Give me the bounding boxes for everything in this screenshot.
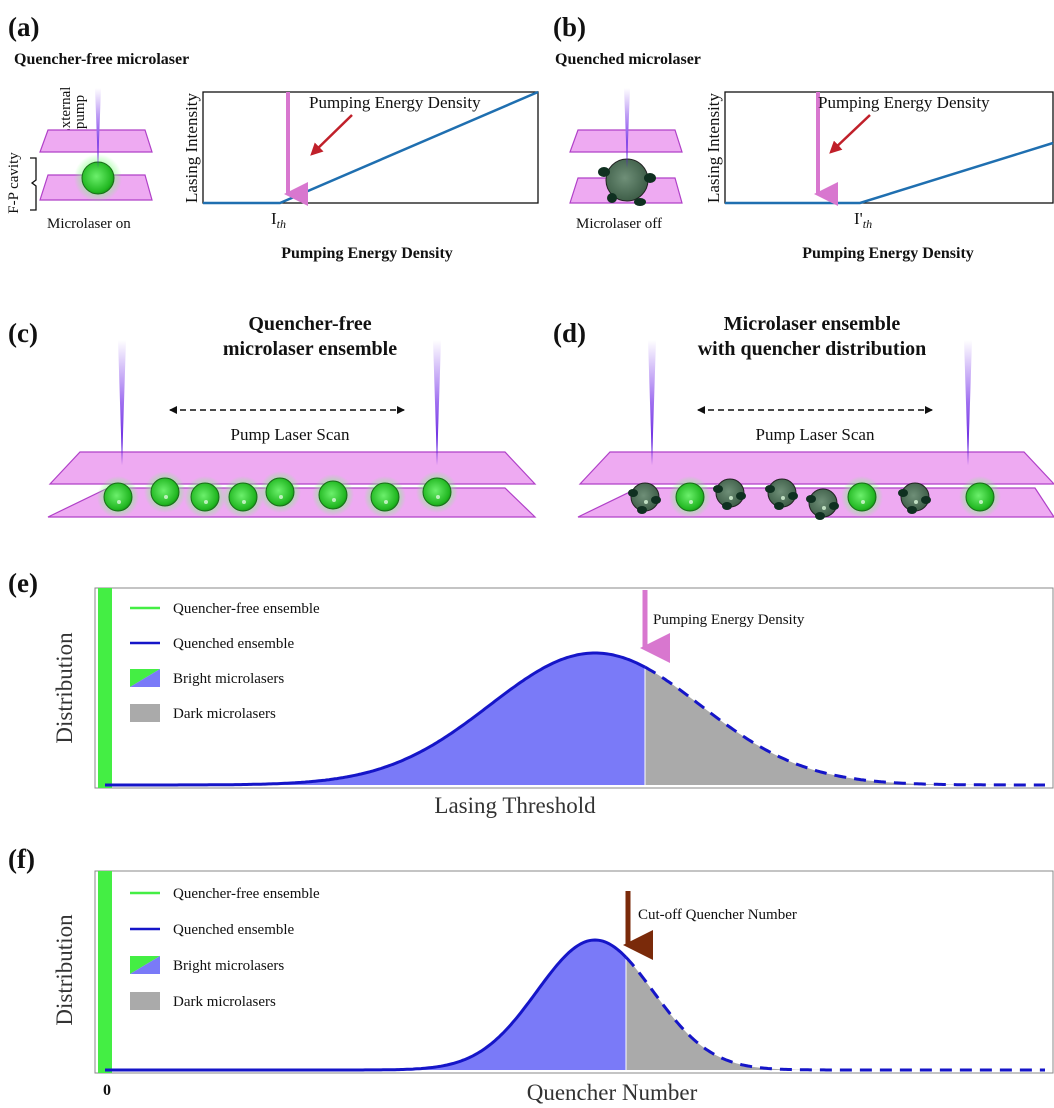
quencher [736, 492, 746, 500]
microlaser [319, 481, 347, 509]
microlaser [191, 483, 219, 511]
x-label: Quencher Number [527, 1080, 698, 1105]
x-label: Lasing Threshold [434, 793, 596, 818]
legend-label: Bright microlasers [173, 958, 284, 974]
legend-label: Quencher-free ensemble [173, 886, 320, 902]
panel-label: (c) [8, 318, 38, 348]
legend-label: Dark microlasers [173, 994, 276, 1010]
highlight [332, 498, 336, 502]
annotation: Cut-off Quencher Number [638, 907, 797, 923]
highlight [164, 495, 168, 499]
panel-label: (f) [8, 844, 35, 874]
quencher [788, 492, 798, 500]
pump-beam [433, 340, 441, 465]
quencher [907, 506, 917, 514]
quencher [898, 489, 908, 497]
highlight [979, 500, 983, 504]
highlight [204, 500, 208, 504]
legend-label: Dark microlasers [173, 706, 276, 722]
y-label: Lasing Intensity [704, 92, 723, 203]
panel-label: (b) [553, 12, 586, 42]
origin-label: 0 [103, 1082, 111, 1099]
dark-area [626, 957, 1040, 1070]
microlaser [151, 478, 179, 506]
microlaser [266, 478, 294, 506]
annotation: Pumping Energy Density [309, 93, 481, 112]
highlight [781, 496, 785, 500]
quencher-free-bar [98, 588, 112, 788]
y-label: Lasing Intensity [182, 92, 201, 203]
legend-swatch [130, 992, 160, 1010]
pointer-arrow [831, 115, 870, 152]
quencher [774, 502, 784, 510]
microlaser [371, 483, 399, 511]
cavity-label: F-P cavity [6, 152, 22, 214]
lasing-curve [725, 143, 1053, 203]
panel-label: (e) [8, 568, 38, 598]
threshold-label: Ith [271, 209, 286, 231]
quencher [815, 512, 825, 520]
scan-label: Pump Laser Scan [756, 425, 875, 444]
quencher [921, 496, 931, 504]
quencher [713, 485, 723, 493]
quencher [806, 495, 816, 503]
annotation: Pumping Energy Density [818, 93, 990, 112]
highlight [436, 495, 440, 499]
x-label: Pumping Energy Density [281, 245, 453, 262]
microlaser [966, 483, 994, 511]
panel-label: (d) [553, 318, 586, 348]
threshold-label: I'th [854, 209, 872, 231]
microlaser [676, 483, 704, 511]
pump-beam [648, 340, 656, 465]
highlight [242, 500, 246, 504]
highlight [279, 495, 283, 499]
highlight [861, 500, 865, 504]
dark-area [645, 667, 1040, 785]
quencher [628, 489, 638, 497]
annotation: Pumping Energy Density [653, 612, 805, 628]
figure: (a) Quencher-free microlaser Externalpum… [0, 0, 1054, 1108]
quencher [651, 496, 661, 504]
quencher [637, 506, 647, 514]
legend-label: Quenched ensemble [173, 636, 295, 652]
legend-swatch [130, 704, 160, 722]
quencher-free-bar [98, 871, 112, 1073]
highlight [729, 496, 733, 500]
legend-label: Quenched ensemble [173, 922, 295, 938]
x-label: Pumping Energy Density [802, 245, 974, 262]
highlight [384, 500, 388, 504]
legend-label: Bright microlasers [173, 671, 284, 687]
distribution-plot: Quencher-free ensemble Quenched ensemble B… [95, 588, 1053, 788]
state-label: Microlaser off [576, 216, 662, 232]
pump-beam [118, 340, 126, 465]
legend-label: Quencher-free ensemble [173, 601, 320, 617]
highlight [914, 500, 918, 504]
panel-title: Quenched microlaser [555, 51, 701, 68]
pointer-arrow [312, 115, 352, 154]
highlight [689, 500, 693, 504]
quencher [829, 502, 839, 510]
microlaser [104, 483, 132, 511]
y-label: Distribution [52, 632, 77, 744]
highlight [644, 500, 648, 504]
pump-beam [964, 340, 972, 465]
state-label: Microlaser on [47, 216, 131, 232]
y-label: Distribution [52, 914, 77, 1026]
quencher [722, 502, 732, 510]
highlight [822, 506, 826, 510]
panel-label: (a) [8, 12, 39, 42]
bracket [30, 158, 36, 210]
panel-title: Quencher-free microlaser [14, 51, 189, 68]
pump-beam [624, 88, 630, 168]
microlaser [229, 483, 257, 511]
distribution-plot: Quencher-free ensemble Quenched ensemble B… [95, 871, 1053, 1073]
scan-label: Pump Laser Scan [231, 425, 350, 444]
quencher [765, 485, 775, 493]
microlaser [848, 483, 876, 511]
top-plate [40, 130, 152, 152]
highlight [117, 500, 121, 504]
microlaser [423, 478, 451, 506]
